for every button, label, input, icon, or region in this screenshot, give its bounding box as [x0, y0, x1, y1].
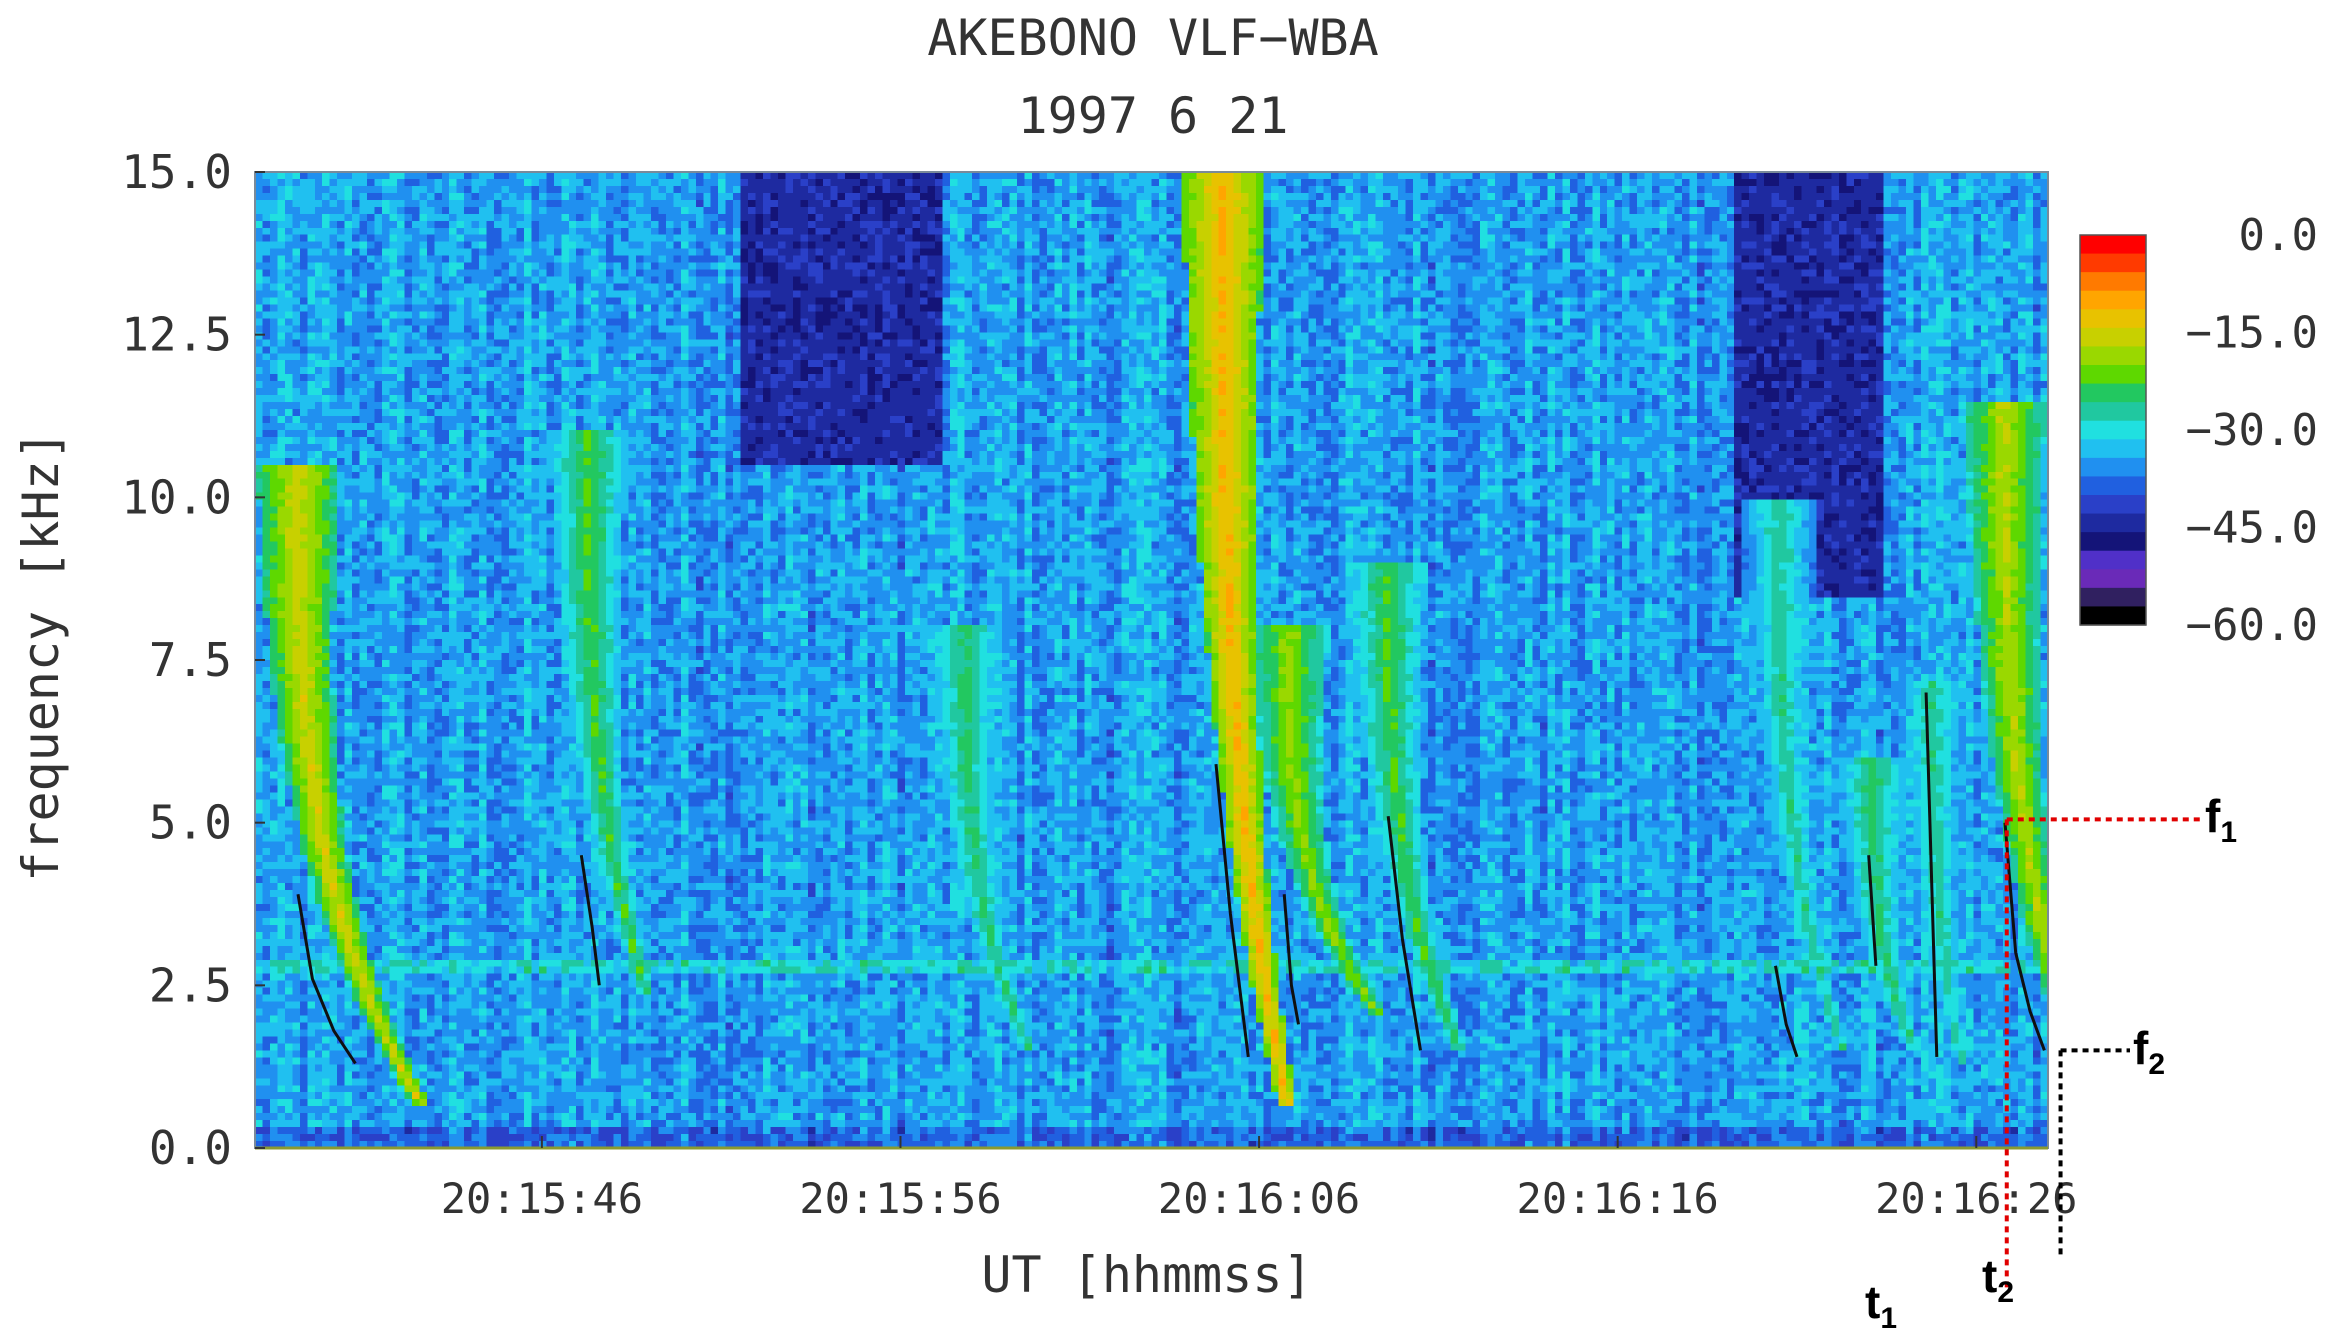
colorbar-swatch [2080, 365, 2146, 385]
x-tick-label: 20:16:26 [1875, 1174, 2077, 1223]
colorbar-swatch [2080, 253, 2146, 273]
colorbar-tick-label: −15.0 [2186, 308, 2318, 359]
colorbar: 0.0 −15.0 −30.0 −45.0 −60.0 [2079, 210, 2318, 651]
x-tick-label: 20:15:46 [441, 1174, 643, 1223]
y-tick-label: 7.5 [149, 633, 232, 687]
colorbar-swatch [2080, 495, 2146, 515]
whistler-trace-5 [1386, 816, 1422, 1051]
colorbar-swatch [2080, 327, 2146, 348]
colorbar-swatch [2080, 513, 2146, 533]
colorbar-swatch [2080, 457, 2146, 478]
colorbar-swatch [2080, 420, 2146, 440]
colorbar-swatch [2080, 550, 2146, 570]
f1-label: f1 [2205, 790, 2237, 849]
annotation-markers: f1 f2 t1 t2 [1865, 790, 2237, 1335]
colorbar-swatch [2080, 587, 2146, 608]
whistler-trace-7 [1867, 855, 1878, 966]
colorbar-swatch [2080, 569, 2146, 589]
colorbar-tick-label: 0.0 [2239, 210, 2318, 261]
whistler-trace-6 [1774, 965, 1799, 1058]
y-tick-label: 10.0 [121, 470, 232, 524]
x-tick-label: 20:15:56 [799, 1174, 1001, 1223]
x-tick-label: 20:16:16 [1517, 1174, 1719, 1223]
x-tick-label: 20:16:06 [1158, 1174, 1360, 1223]
y-tick-label: 5.0 [149, 796, 232, 850]
x-axis-ticks: 20:15:46 20:15:56 20:16:06 20:16:16 20:16:26 [441, 1136, 2077, 1223]
colorbar-swatch [2080, 235, 2146, 255]
chart-title: AKEBONO VLF−WBA [927, 9, 1379, 67]
colorbar-swatch [2080, 290, 2146, 310]
y-tick-label: 2.5 [149, 958, 232, 1012]
colorbar-swatch [2080, 309, 2146, 329]
colorbar-frame [2079, 234, 2147, 626]
colorbar-tick-label: −45.0 [2186, 503, 2318, 554]
colorbar-swatch [2080, 439, 2146, 459]
y-axis-label: frequency [kHz] [12, 430, 70, 882]
y-tick-label: 0.0 [149, 1121, 232, 1175]
f2-label: f2 [2133, 1022, 2165, 1081]
colorbar-swatch [2080, 346, 2146, 366]
whistler-trace-1 [579, 854, 601, 986]
whistler-trace-8 [1924, 692, 1939, 1057]
whistler-trace-4 [1282, 894, 1300, 1025]
colorbar-tick-label: −60.0 [2186, 600, 2318, 651]
spectrogram-image [255, 172, 2048, 1148]
colorbar-swatch [2080, 383, 2146, 403]
colorbar-swatch [2080, 272, 2146, 292]
y-axis-ticks: 0.0 2.5 5.0 7.5 10.0 12.5 15.0 [121, 145, 265, 1175]
whistler-trace-0 [296, 893, 357, 1065]
chart-subtitle: 1997 6 21 [1018, 87, 1289, 145]
whistler-trace-3 [1214, 763, 1250, 1058]
whistler-trace-9 [2003, 822, 2046, 1051]
spectrogram-plot [254, 171, 2049, 1150]
colorbar-swatch [2080, 402, 2146, 422]
colorbar-swatch [2080, 532, 2146, 552]
colorbar-swatch [2080, 606, 2146, 626]
x-axis-label: UT [hhmmss] [981, 1246, 1312, 1304]
colorbar-swatch [2080, 476, 2146, 496]
t1-label: t1 [1865, 1276, 1897, 1335]
t2-label: t2 [1982, 1250, 2014, 1309]
y-tick-label: 15.0 [121, 145, 232, 199]
colorbar-tick-label: −30.0 [2186, 405, 2318, 456]
y-tick-label: 12.5 [121, 308, 232, 362]
